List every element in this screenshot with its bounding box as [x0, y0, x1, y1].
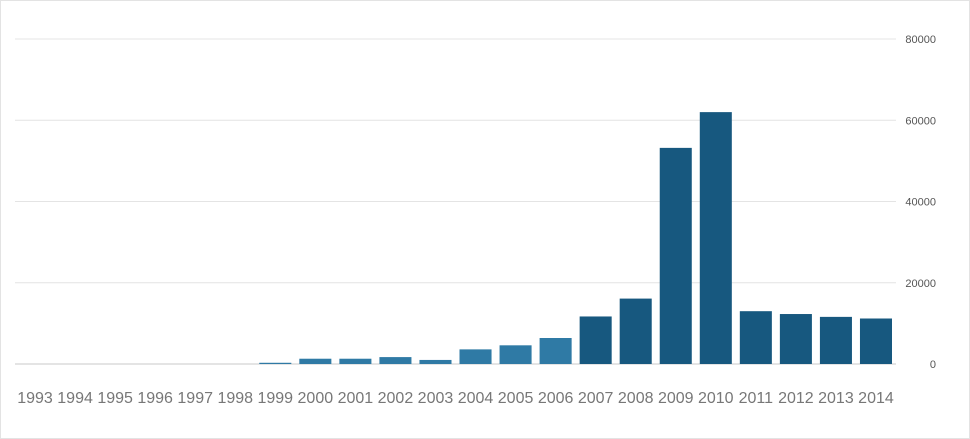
- x-tick-label: 2005: [498, 390, 534, 407]
- x-tick-label: 2011: [739, 390, 774, 407]
- x-tick-label: 2012: [778, 390, 814, 407]
- y-tick-label: 60000: [905, 115, 936, 127]
- x-tick-label: 2001: [338, 390, 374, 407]
- y-axis-ticks: 0 20000 40000 60000 80000: [905, 34, 936, 371]
- bar-2014: [859, 318, 892, 364]
- x-tick-label: 2013: [818, 390, 854, 407]
- bar-2010: [699, 112, 732, 364]
- bar-2011: [739, 311, 772, 364]
- bar-2008: [619, 298, 652, 364]
- y-tick-label: 80000: [905, 34, 936, 46]
- x-tick-label: 1998: [217, 390, 253, 407]
- bar-2001: [339, 358, 372, 364]
- x-tick-label: 1996: [137, 390, 173, 407]
- y-tick-label: 0: [930, 359, 936, 371]
- x-axis-ticks: 1993 1994 1995 1996 1997 1998 1999 2000 2001 2002…: [17, 390, 894, 407]
- x-tick-label: 1997: [177, 390, 213, 407]
- bar-2002: [379, 357, 412, 364]
- bar-1999: [259, 362, 292, 364]
- x-tick-label: 1999: [257, 390, 293, 407]
- bar-2000: [299, 358, 332, 364]
- bars: [259, 112, 892, 364]
- bar-2013: [819, 316, 852, 364]
- x-tick-label: 1995: [97, 390, 133, 407]
- y-tick-label: 20000: [905, 278, 936, 290]
- x-tick-label: 2004: [458, 390, 494, 407]
- x-tick-label: 2000: [298, 390, 334, 407]
- bar-2007: [579, 316, 612, 364]
- x-tick-label: 2010: [698, 390, 734, 407]
- x-tick-label: 2002: [378, 390, 414, 407]
- bar-2004: [459, 349, 492, 364]
- x-tick-label: 2006: [538, 390, 574, 407]
- x-tick-label: 1994: [57, 390, 93, 407]
- x-tick-label: 2007: [578, 390, 614, 407]
- x-tick-label: 2008: [618, 390, 654, 407]
- x-tick-label: 2003: [418, 390, 454, 407]
- bar-2003: [419, 359, 452, 364]
- bar-2005: [499, 345, 532, 364]
- x-tick-label: 2009: [658, 390, 694, 407]
- x-tick-label: 2014: [858, 390, 894, 407]
- bar-2012: [779, 314, 812, 364]
- y-tick-label: 40000: [905, 197, 936, 209]
- x-tick-label: 1993: [17, 390, 53, 407]
- bar-2006: [539, 338, 572, 364]
- bar-2009: [659, 147, 692, 364]
